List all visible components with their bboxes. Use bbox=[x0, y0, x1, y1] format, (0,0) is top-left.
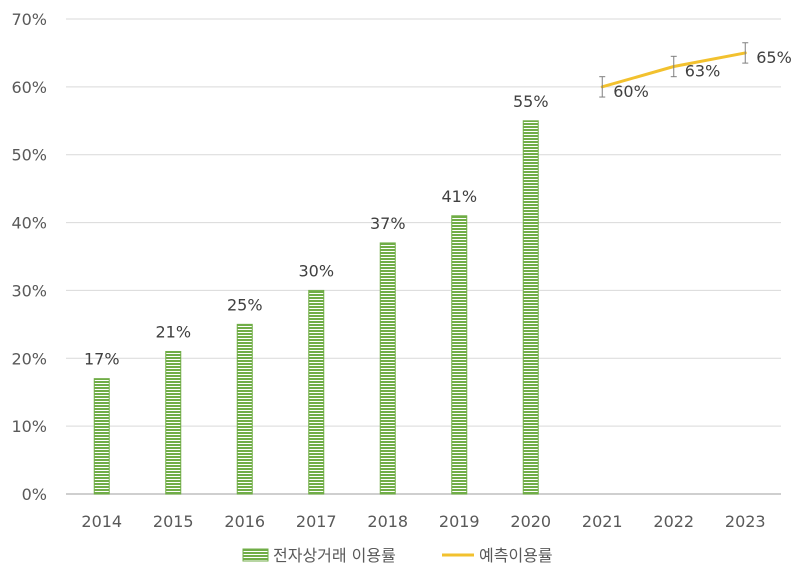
bar-data-label: 37% bbox=[370, 214, 406, 233]
x-tick-label: 2023 bbox=[725, 512, 766, 531]
bar-data-label: 55% bbox=[513, 92, 549, 111]
bar bbox=[165, 351, 182, 495]
bar bbox=[308, 289, 325, 495]
bar bbox=[379, 242, 396, 495]
line-data-label: 60% bbox=[613, 82, 649, 101]
y-tick-label: 70% bbox=[11, 10, 47, 29]
x-tick-label: 2014 bbox=[81, 512, 122, 531]
y-tick-label: 40% bbox=[11, 214, 47, 233]
line-series bbox=[599, 42, 749, 98]
y-tick-label: 50% bbox=[11, 146, 47, 165]
bar bbox=[236, 323, 253, 495]
x-tick-label: 2017 bbox=[296, 512, 337, 531]
y-tick-label: 60% bbox=[11, 78, 47, 97]
x-tick-label: 2022 bbox=[653, 512, 694, 531]
legend-label-line: 예측이용률 bbox=[479, 546, 553, 565]
line-data-label: 63% bbox=[685, 62, 721, 81]
bar-data-label: 41% bbox=[441, 187, 477, 206]
x-tick-label: 2020 bbox=[510, 512, 551, 531]
bar bbox=[93, 378, 110, 495]
x-tick-label: 2016 bbox=[224, 512, 265, 531]
bar-data-label: 30% bbox=[298, 261, 334, 280]
x-tick-label: 2021 bbox=[582, 512, 623, 531]
bar-data-label: 21% bbox=[155, 323, 191, 342]
data-labels: 17% 21% 25% 30% 37% 41% 55% 60% 63% 65% bbox=[84, 48, 792, 369]
x-axis-ticks: 2014 2015 2016 2017 2018 2019 2020 2021 2022 2023 bbox=[81, 512, 765, 531]
x-tick-label: 2015 bbox=[153, 512, 194, 531]
gridlines bbox=[66, 18, 781, 495]
x-tick-label: 2018 bbox=[367, 512, 408, 531]
y-tick-label: 20% bbox=[11, 349, 47, 368]
legend: 전자상거래 이용률 예측이용률 bbox=[242, 546, 553, 565]
legend-swatch-bar bbox=[242, 548, 269, 562]
bar-data-label: 25% bbox=[227, 295, 263, 314]
y-tick-label: 0% bbox=[22, 485, 47, 504]
bar bbox=[522, 120, 539, 495]
y-tick-label: 10% bbox=[11, 417, 47, 436]
legend-label-bar: 전자상거래 이용률 bbox=[273, 546, 396, 565]
x-tick-label: 2019 bbox=[439, 512, 480, 531]
line-data-label: 65% bbox=[756, 48, 792, 67]
bar-data-label: 17% bbox=[84, 350, 120, 369]
y-tick-label: 30% bbox=[11, 281, 47, 300]
bar-series bbox=[93, 120, 539, 495]
y-axis-ticks: 0% 10% 20% 30% 40% 50% 60% 70% bbox=[11, 10, 47, 504]
bar bbox=[451, 215, 468, 495]
